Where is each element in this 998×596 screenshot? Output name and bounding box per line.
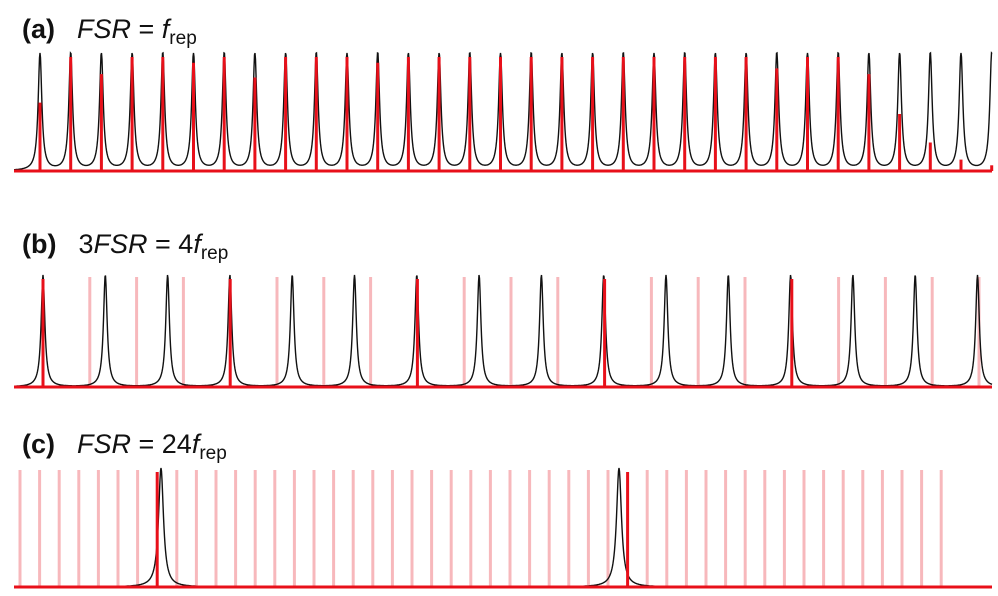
panel-a-var: f bbox=[161, 14, 170, 44]
panel-a-lhs: FSR bbox=[77, 14, 131, 44]
cavity-resonance-curve bbox=[14, 467, 992, 588]
panel-b-coef: 4 bbox=[178, 229, 194, 259]
panel-a-sub: rep bbox=[169, 28, 197, 49]
cavity-resonance-curve bbox=[14, 274, 993, 387]
panel-b-spectrum bbox=[14, 274, 993, 389]
panel-b-tag: (b) bbox=[22, 229, 57, 259]
panel-b-middle: = bbox=[147, 229, 179, 259]
panel-b: (b) 3FSR = 4frep bbox=[0, 225, 998, 405]
panel-c-sub: rep bbox=[199, 443, 227, 464]
panel-c-var: f bbox=[191, 429, 200, 459]
panel-c-label: (c) FSR = 24frep bbox=[22, 429, 227, 464]
panel-c-coef: 24 bbox=[161, 429, 192, 459]
panel-c-middle: = bbox=[131, 429, 162, 459]
panel-c-lhs: FSR bbox=[77, 429, 131, 459]
panel-c-tag: (c) bbox=[22, 429, 55, 459]
panel-a-label: (a) FSR = frep bbox=[22, 14, 197, 49]
panel-a: (a) FSR = frep bbox=[0, 0, 998, 190]
panel-b-lhs: FSR bbox=[93, 229, 148, 259]
panel-c: (c) FSR = 24frep bbox=[0, 425, 998, 596]
cavity-resonance-curve bbox=[14, 51, 993, 171]
panel-a-middle: = bbox=[131, 14, 162, 44]
panel-c-spectrum bbox=[14, 467, 992, 589]
panel-b-sub: rep bbox=[200, 243, 229, 264]
panel-b-label: (b) 3FSR = 4frep bbox=[22, 229, 228, 264]
panel-a-tag: (a) bbox=[22, 14, 55, 44]
panel-b-var: f bbox=[193, 229, 201, 259]
panel-a-spectrum bbox=[14, 51, 994, 173]
panel-b-prefix: 3 bbox=[78, 229, 94, 259]
